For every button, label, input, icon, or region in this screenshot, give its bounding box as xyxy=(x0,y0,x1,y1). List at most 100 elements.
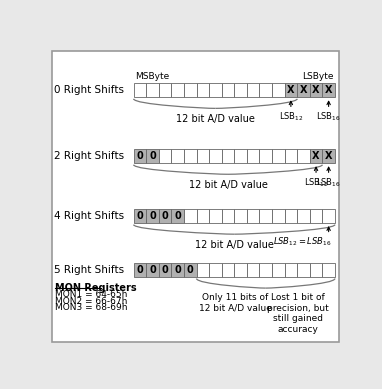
Bar xyxy=(222,83,234,97)
Text: LSB$_{12}$: LSB$_{12}$ xyxy=(304,176,329,189)
Bar xyxy=(322,209,335,223)
Bar xyxy=(322,83,335,97)
Bar xyxy=(172,149,184,163)
Bar xyxy=(196,83,209,97)
Bar xyxy=(159,209,172,223)
Text: X: X xyxy=(300,85,307,95)
Bar xyxy=(222,263,234,277)
Text: 0: 0 xyxy=(174,211,181,221)
Text: X: X xyxy=(325,151,332,161)
Text: 0: 0 xyxy=(136,151,143,161)
Text: 12 bit A/D value: 12 bit A/D value xyxy=(189,180,267,190)
Text: 0: 0 xyxy=(136,211,143,221)
Text: 0: 0 xyxy=(149,151,156,161)
Text: X: X xyxy=(312,85,320,95)
Bar xyxy=(222,149,234,163)
Bar xyxy=(247,83,259,97)
Text: $\mathbf{\mathit{LSB_{12}=LSB_{16}}}$: $\mathbf{\mathit{LSB_{12}=LSB_{16}}}$ xyxy=(273,235,332,247)
Bar xyxy=(234,209,247,223)
Text: 12 bit A/D value: 12 bit A/D value xyxy=(176,114,255,124)
Text: MON1 = 64-65h: MON1 = 64-65h xyxy=(55,290,128,299)
Bar xyxy=(172,209,184,223)
Text: 4 Right Shifts: 4 Right Shifts xyxy=(53,211,124,221)
Text: 0: 0 xyxy=(149,211,156,221)
Text: MON Registers: MON Registers xyxy=(55,283,137,293)
Bar xyxy=(184,209,196,223)
Bar xyxy=(134,83,146,97)
Bar xyxy=(285,149,297,163)
Bar xyxy=(322,149,335,163)
Bar xyxy=(159,83,172,97)
Bar xyxy=(234,149,247,163)
Bar xyxy=(184,149,196,163)
Text: 5 Right Shifts: 5 Right Shifts xyxy=(53,265,124,275)
Text: 12 bit A/D value: 12 bit A/D value xyxy=(195,240,274,250)
Text: 0: 0 xyxy=(187,265,194,275)
Text: 0: 0 xyxy=(162,265,168,275)
Bar xyxy=(285,263,297,277)
Bar xyxy=(247,149,259,163)
Text: MON3 = 68-69h: MON3 = 68-69h xyxy=(55,303,128,312)
Bar xyxy=(134,263,146,277)
Text: X: X xyxy=(312,151,320,161)
Bar xyxy=(196,209,209,223)
Bar xyxy=(184,263,196,277)
Bar xyxy=(297,149,310,163)
Bar xyxy=(146,149,159,163)
Bar xyxy=(196,149,209,163)
Bar xyxy=(259,263,272,277)
Bar xyxy=(209,83,222,97)
Bar xyxy=(285,209,297,223)
Text: 0: 0 xyxy=(162,211,168,221)
Bar xyxy=(272,149,285,163)
Bar xyxy=(259,209,272,223)
Text: 0: 0 xyxy=(136,265,143,275)
Bar xyxy=(297,209,310,223)
Text: 2 Right Shifts: 2 Right Shifts xyxy=(53,151,124,161)
Bar xyxy=(222,209,234,223)
Bar xyxy=(322,263,335,277)
Bar xyxy=(146,83,159,97)
Bar xyxy=(247,263,259,277)
Bar xyxy=(209,263,222,277)
Bar xyxy=(234,263,247,277)
Text: MON2 = 66-67h: MON2 = 66-67h xyxy=(55,297,128,306)
Bar xyxy=(310,209,322,223)
Bar xyxy=(146,209,159,223)
Text: LSB$_{12}$: LSB$_{12}$ xyxy=(278,110,303,123)
Bar xyxy=(172,263,184,277)
Bar xyxy=(146,263,159,277)
Bar xyxy=(196,263,209,277)
Text: Lost 1 bit of
precision, but
still gained
accuracy: Lost 1 bit of precision, but still gaine… xyxy=(267,293,329,334)
Bar xyxy=(159,263,172,277)
Bar xyxy=(297,83,310,97)
Text: 0: 0 xyxy=(149,265,156,275)
Bar xyxy=(285,83,297,97)
Bar xyxy=(134,149,146,163)
Text: LSByte: LSByte xyxy=(302,72,333,81)
Bar xyxy=(159,149,172,163)
Bar xyxy=(209,209,222,223)
Bar xyxy=(272,209,285,223)
Bar xyxy=(209,149,222,163)
Bar xyxy=(310,263,322,277)
Bar xyxy=(272,83,285,97)
Text: MSByte: MSByte xyxy=(135,72,169,81)
Bar xyxy=(310,149,322,163)
Bar xyxy=(259,149,272,163)
Bar xyxy=(134,209,146,223)
Text: 0: 0 xyxy=(174,265,181,275)
Text: LSB$_{16}$: LSB$_{16}$ xyxy=(316,110,341,123)
Text: LSB$_{16}$: LSB$_{16}$ xyxy=(316,176,341,189)
Text: X: X xyxy=(287,85,295,95)
Bar xyxy=(172,83,184,97)
Bar xyxy=(259,83,272,97)
Bar xyxy=(310,83,322,97)
Bar xyxy=(234,83,247,97)
Bar xyxy=(297,263,310,277)
Bar xyxy=(247,209,259,223)
Bar xyxy=(272,263,285,277)
Text: Only 11 bits of
12 bit A/D value: Only 11 bits of 12 bit A/D value xyxy=(199,293,272,313)
Bar xyxy=(184,83,196,97)
Text: X: X xyxy=(325,85,332,95)
